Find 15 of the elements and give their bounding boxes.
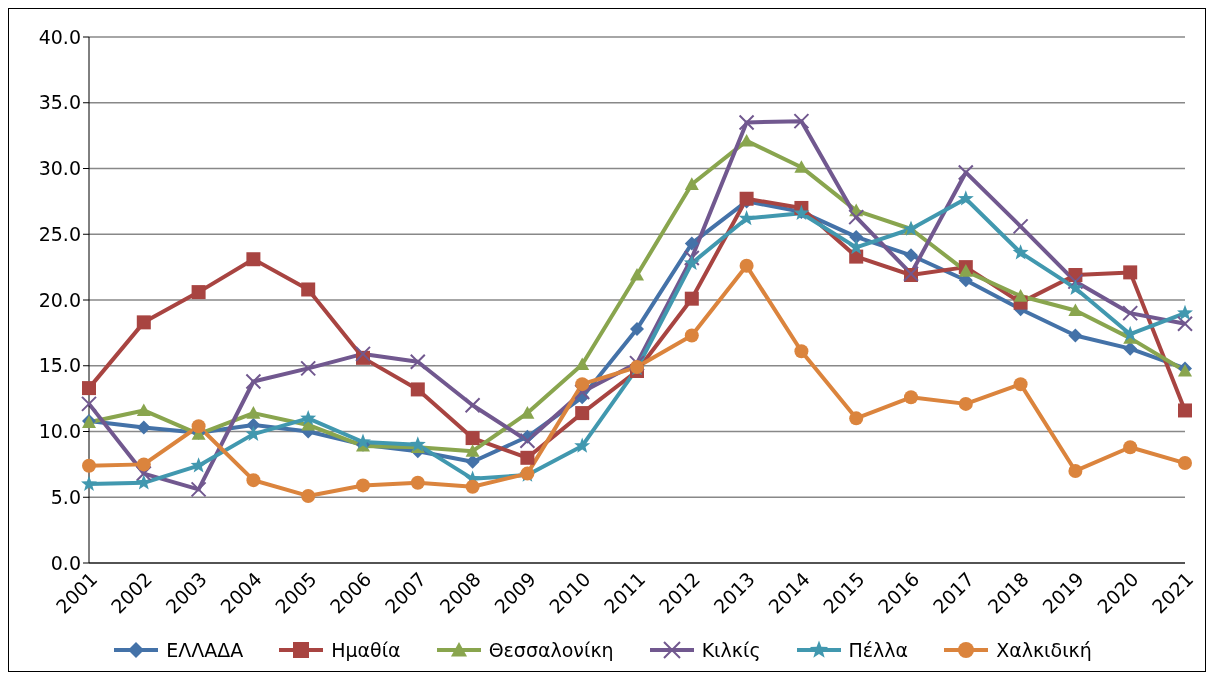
- y-tick-label: 0.0: [50, 551, 81, 574]
- legend-label: Κιλκίς: [701, 639, 761, 661]
- y-tick-label: 5.0: [50, 485, 81, 508]
- legend-label: Θεσσαλονίκη: [488, 639, 614, 661]
- legend-label: Χαλκιδική: [996, 639, 1092, 661]
- y-tick-label: 25.0: [38, 222, 81, 245]
- legend-label: Ημαθία: [331, 639, 401, 661]
- y-tick-label: 40.0: [38, 25, 81, 48]
- y-tick-label: 15.0: [38, 354, 81, 377]
- y-tick-label: 30.0: [38, 157, 81, 180]
- y-tick-label: 35.0: [38, 91, 81, 114]
- y-tick-label: 20.0: [38, 288, 81, 311]
- legend-label: Πέλλα: [848, 639, 909, 661]
- y-tick-label: 10.0: [38, 420, 81, 443]
- legend-label: ΕΛΛΑΔΑ: [166, 639, 244, 661]
